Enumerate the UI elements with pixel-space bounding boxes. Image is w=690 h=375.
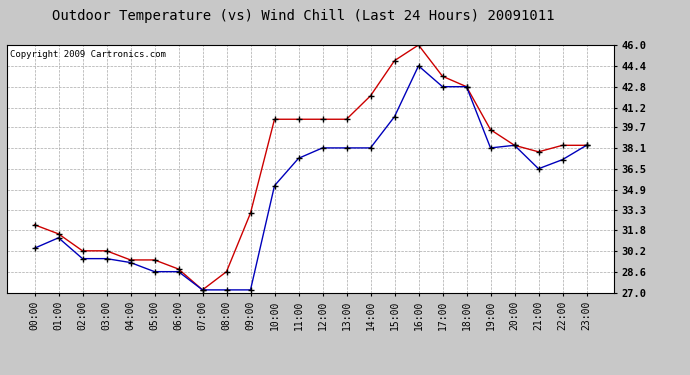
Text: Outdoor Temperature (vs) Wind Chill (Last 24 Hours) 20091011: Outdoor Temperature (vs) Wind Chill (Las… [52, 9, 555, 23]
Text: Copyright 2009 Cartronics.com: Copyright 2009 Cartronics.com [10, 50, 166, 59]
